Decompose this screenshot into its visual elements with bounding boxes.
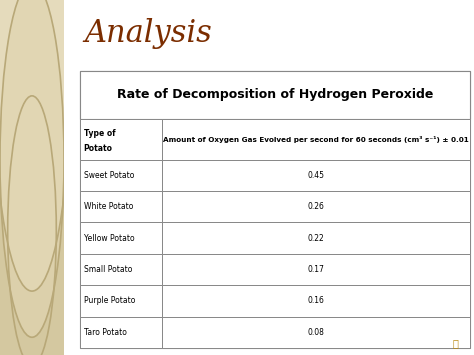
Text: 0.45: 0.45 <box>308 171 325 180</box>
Bar <box>162 317 470 348</box>
Bar <box>81 191 162 223</box>
Bar <box>162 160 470 191</box>
Bar <box>81 285 162 317</box>
Circle shape <box>0 0 71 291</box>
Text: Rate of Decomposition of Hydrogen Peroxide: Rate of Decomposition of Hydrogen Peroxi… <box>117 88 433 102</box>
Text: Taro Potato: Taro Potato <box>84 328 127 337</box>
Text: Potato: Potato <box>84 144 113 153</box>
Text: 0.08: 0.08 <box>308 328 325 337</box>
Bar <box>162 119 470 160</box>
Text: 🔊: 🔊 <box>452 338 458 348</box>
Text: 0.16: 0.16 <box>308 296 325 305</box>
Text: Amount of Oxygen Gas Evolved per second for 60 seconds (cm³ s⁻¹) ± 0.01: Amount of Oxygen Gas Evolved per second … <box>163 136 469 143</box>
Text: Sweet Potato: Sweet Potato <box>84 171 134 180</box>
Bar <box>81 71 470 348</box>
Bar <box>162 191 470 223</box>
Text: Type of: Type of <box>84 129 115 138</box>
Text: 0.22: 0.22 <box>308 234 324 243</box>
Bar <box>162 223 470 254</box>
Text: Analysis: Analysis <box>84 18 212 49</box>
Text: 0.26: 0.26 <box>308 202 325 211</box>
Bar <box>162 254 470 285</box>
Bar <box>81 71 470 119</box>
Text: Yellow Potato: Yellow Potato <box>84 234 134 243</box>
Bar <box>81 223 162 254</box>
Bar <box>81 119 162 160</box>
Text: Small Potato: Small Potato <box>84 265 132 274</box>
Bar <box>81 254 162 285</box>
Text: Purple Potato: Purple Potato <box>84 296 135 305</box>
Bar <box>81 317 162 348</box>
Text: White Potato: White Potato <box>84 202 133 211</box>
Bar <box>81 160 162 191</box>
Text: 0.17: 0.17 <box>308 265 325 274</box>
Circle shape <box>0 0 64 337</box>
Bar <box>162 285 470 317</box>
